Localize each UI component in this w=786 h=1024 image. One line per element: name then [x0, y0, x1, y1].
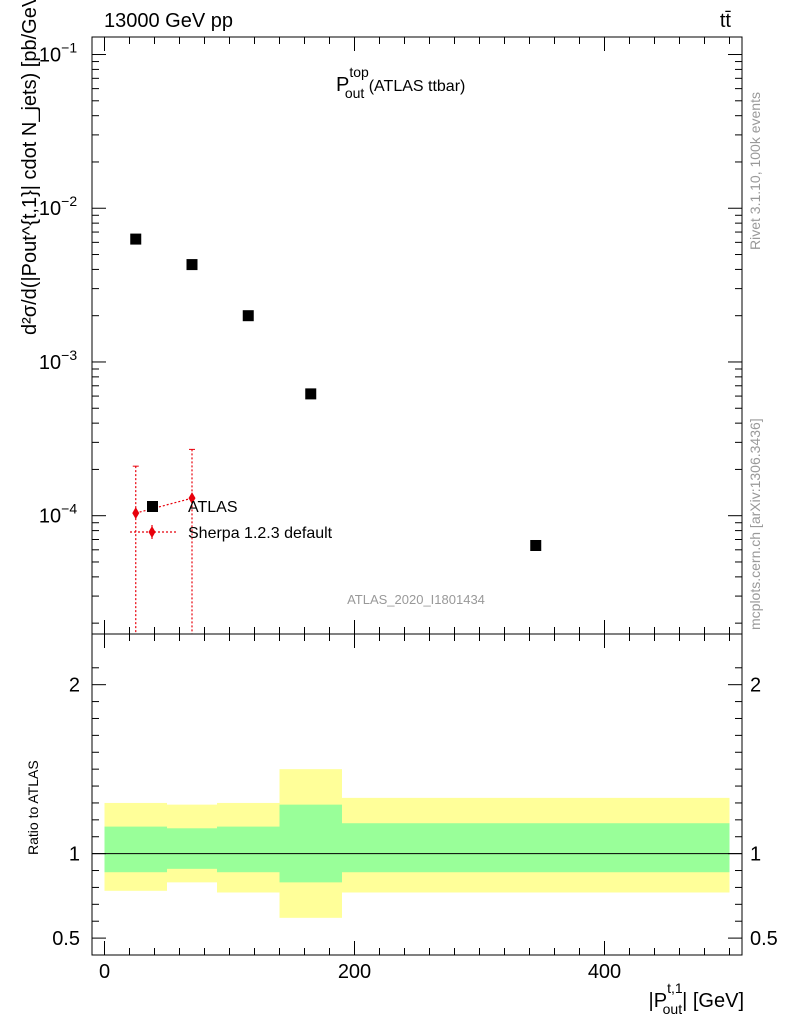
atlas-data-point-2	[242, 310, 254, 322]
ratio-band-inner-2	[217, 826, 280, 873]
ratio-band-inner-0	[104, 826, 167, 873]
axes: 10−4 10−3 10−2 10−1 0 200 400 0.5 0.5 1 1 2 2	[39, 36, 778, 983]
legend: ATLAS Sherpa 1.2.3 default	[130, 499, 333, 542]
main-ytick-label-3: 10−1	[39, 40, 77, 67]
ratio-ytick-label-right-1: 1	[750, 844, 761, 866]
ratio-ytick-label-right-2: 2	[750, 675, 761, 697]
ratio-ytick-label-right-0: 0.5	[750, 928, 778, 950]
atlas-data-point-4	[530, 539, 542, 551]
analysis-watermark: ATLAS_2020_I1801434	[347, 592, 485, 607]
ratio-frame	[91, 633, 743, 956]
ratio-ytick-label-left-1: 1	[69, 844, 80, 866]
main-plot-marks	[130, 233, 542, 634]
main-ytick-label-0: 10−4	[39, 501, 77, 528]
atlas-data-point-3	[305, 388, 317, 400]
atlas-data-point-0	[130, 233, 142, 245]
mcplots-label: mcplots.cern.ch [arXiv:1306.3436]	[747, 418, 763, 630]
ratio-ytick-label-left-2: 2	[69, 675, 80, 697]
x-tick-label-0: 0	[99, 961, 110, 983]
sherpa-line	[135, 497, 193, 514]
atlas-data-point-1	[186, 259, 198, 271]
process-label: tt̄	[720, 10, 732, 32]
legend-sherpa-marker	[148, 526, 156, 538]
ratio-ytick-label-left-0: 0.5	[52, 928, 80, 950]
rivet-label: Rivet 3.1.10, 100k events	[747, 92, 763, 250]
ratio-band-inner-4	[342, 823, 730, 873]
legend-atlas-marker	[147, 501, 158, 512]
legend-sherpa-label: Sherpa 1.2.3 default	[188, 525, 333, 542]
y-axis-label-main: d²σ/d(|Pout^{t,1}| cdot N_jets) [pb/GeV]	[19, 0, 41, 335]
legend-atlas-label: ATLAS	[188, 499, 238, 516]
sherpa-point-1	[188, 492, 196, 505]
x-tick-label-1: 200	[338, 961, 371, 983]
main-ytick-label-1: 10−3	[39, 347, 77, 374]
main-title: Ptop out (ATLAS ttbar)	[336, 64, 465, 101]
sherpa-point-0	[132, 507, 140, 520]
energy-label: 13000 GeV pp	[104, 10, 233, 32]
main-frame	[91, 36, 743, 635]
x-axis-label: |Pt,1 out| [GeV]	[649, 980, 744, 1017]
main-ytick-label-2: 10−2	[39, 193, 77, 220]
ratio-band-inner-3	[279, 804, 342, 883]
y-axis-label-ratio: Ratio to ATLAS	[25, 760, 41, 855]
ratio-panel	[92, 769, 742, 918]
ratio-band-inner-1	[167, 828, 217, 869]
x-tick-label-2: 400	[588, 961, 621, 983]
